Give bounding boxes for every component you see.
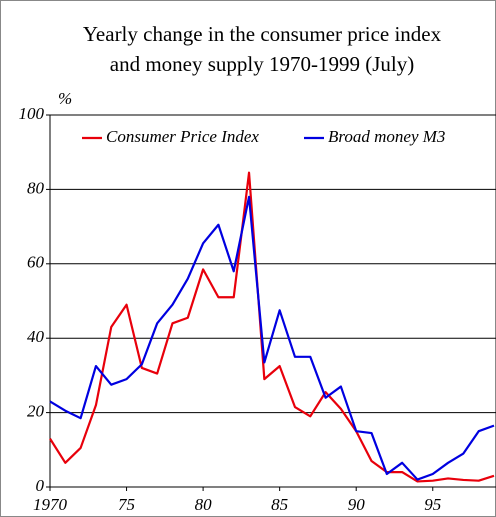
series-line	[49, 195, 495, 481]
x-tick-label: 80	[195, 495, 213, 514]
y-tick-label: 20	[27, 402, 45, 421]
legend-label: Broad money M3	[328, 127, 445, 146]
x-tick-label: 85	[271, 495, 288, 514]
y-tick-label: 80	[27, 178, 45, 197]
x-tick-label: 90	[348, 495, 366, 514]
series-line	[49, 171, 495, 483]
y-tick-label: 0	[36, 476, 45, 495]
legend-label: Consumer Price Index	[106, 127, 259, 146]
x-tick-label: 1970	[33, 495, 68, 514]
y-tick-label: 100	[19, 104, 45, 123]
chart-title: and money supply 1970-1999 (July)	[110, 52, 414, 76]
y-axis-label: %	[58, 89, 72, 108]
chart-title: Yearly change in the consumer price inde…	[83, 22, 442, 46]
y-tick-label: 60	[27, 253, 45, 272]
x-tick-label: 95	[424, 495, 441, 514]
x-tick-label: 75	[118, 495, 135, 514]
y-tick-label: 40	[27, 327, 45, 346]
